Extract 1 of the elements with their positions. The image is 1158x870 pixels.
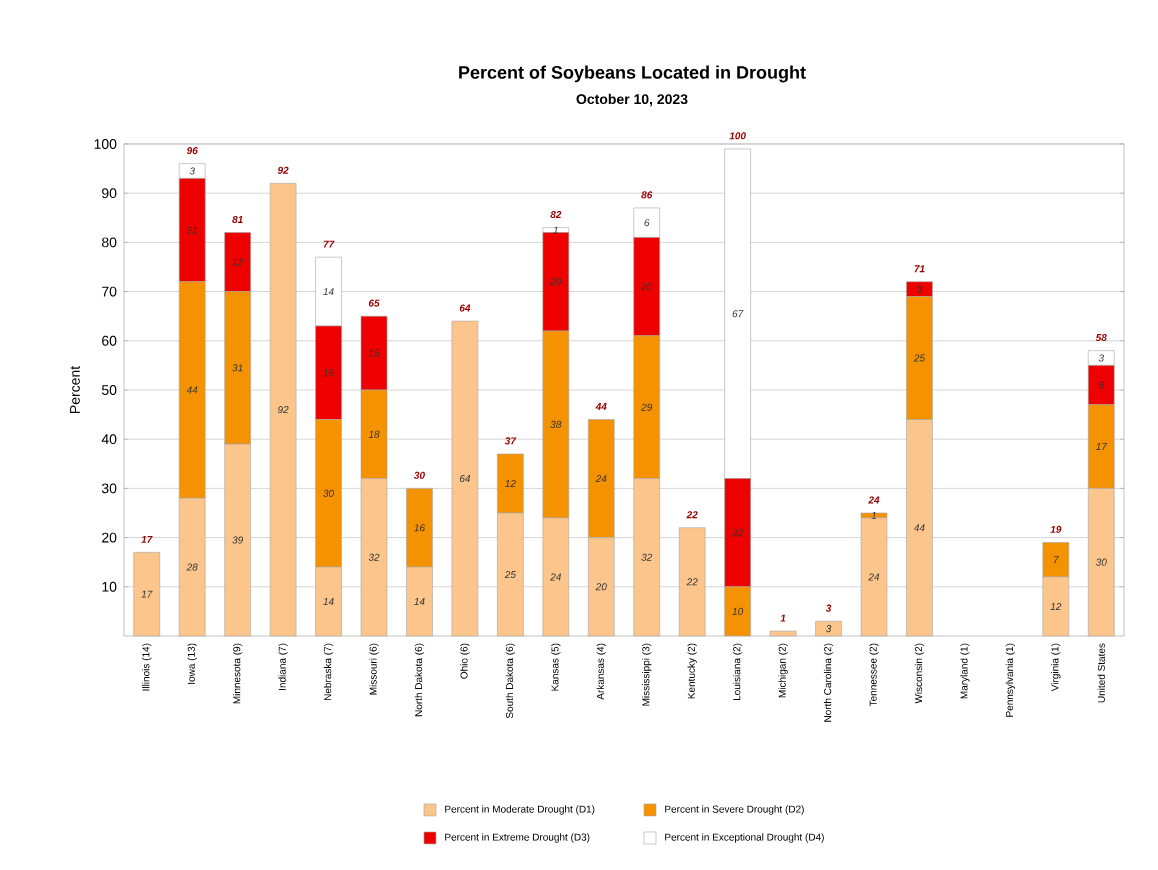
chart-title: Percent of Soybeans Located in Drought [459, 65, 806, 83]
